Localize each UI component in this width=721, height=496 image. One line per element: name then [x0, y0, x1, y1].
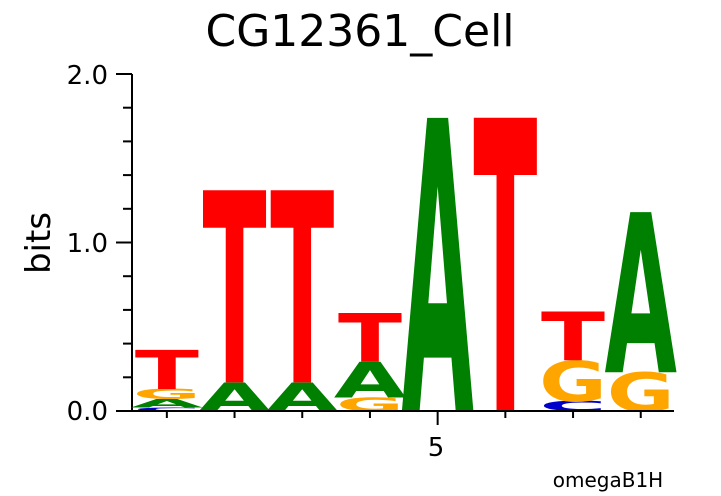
y-tick-label-0: 0.0 [67, 397, 108, 427]
logo-letter-A-pos-5: A [401, 38, 474, 496]
logo-letter-G-pos-7: G [539, 350, 607, 415]
logo-letter-T-pos-6: T [473, 38, 538, 496]
logo-letter-A-pos-1: A [131, 397, 204, 411]
chart-title: CG12361_Cell [205, 6, 514, 57]
logo-letter-T-pos-1: T [135, 340, 199, 402]
y-axis-label: bits [19, 212, 59, 274]
logo-letter-A-pos-8: A [605, 168, 677, 424]
logo-letter-A-pos-4: A [334, 353, 407, 410]
y-tick-label-2: 2.0 [67, 61, 108, 91]
y-ticks [116, 73, 132, 412]
footer-caption: omegaB1H [553, 468, 663, 492]
logo-letter-T-pos-2: T [203, 137, 267, 445]
logo-letter-T-pos-4: T [338, 300, 402, 378]
logo-letter-G-pos-1: G [133, 386, 201, 402]
logo-letter-T-pos-7: T [541, 299, 605, 377]
x-tick-label-5: 5 [428, 433, 445, 463]
logo-letter-T-pos-3: T [270, 137, 334, 445]
y-tick-label-1: 1.0 [67, 229, 108, 259]
x-ticks [165, 411, 642, 425]
logo-letter-C-pos-1: C [133, 407, 200, 412]
